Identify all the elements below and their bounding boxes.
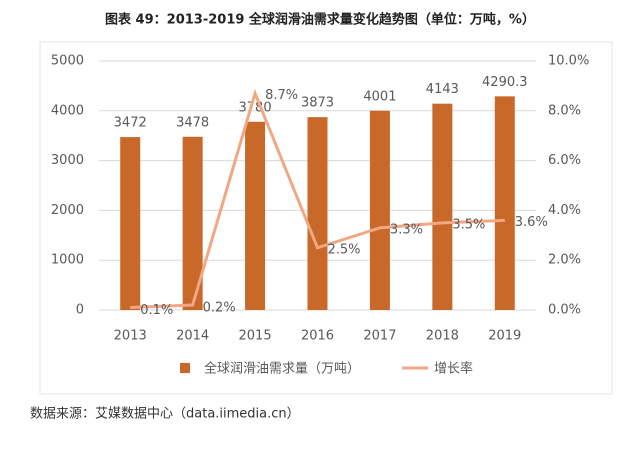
line-value-label: 3.6% bbox=[515, 215, 548, 230]
x-tick-label: 2013 bbox=[114, 329, 147, 344]
y2-tick-label: 6.0% bbox=[548, 153, 581, 168]
legend-label: 增长率 bbox=[434, 361, 473, 377]
bar bbox=[245, 121, 266, 310]
chart-title: 图表 49：2013-2019 全球润滑油需求量变化趋势图（单位：万吨，%） bbox=[105, 12, 535, 28]
y-tick-label: 4000 bbox=[51, 103, 84, 118]
legend-swatch bbox=[180, 363, 190, 373]
line-value-label: 2.5% bbox=[328, 242, 361, 257]
bar bbox=[494, 96, 515, 310]
bar bbox=[182, 136, 203, 310]
bar bbox=[120, 137, 141, 310]
bar-value-label: 3478 bbox=[176, 115, 209, 130]
bar-value-label: 3873 bbox=[301, 96, 334, 111]
legend-label: 全球润滑油需求量（万吨） bbox=[204, 361, 360, 377]
line-value-label: 3.5% bbox=[452, 217, 485, 232]
bar-value-label: 4143 bbox=[426, 82, 459, 97]
x-tick-label: 2016 bbox=[301, 329, 334, 344]
source-note: 数据来源：艾媒数据中心（data.iimedia.cn） bbox=[30, 407, 300, 422]
y-tick-label: 5000 bbox=[51, 54, 84, 69]
x-tick-label: 2017 bbox=[363, 329, 396, 344]
x-tick-label: 2014 bbox=[176, 329, 209, 344]
y-tick-label: 0 bbox=[76, 303, 84, 318]
bar-value-label: 3472 bbox=[114, 116, 147, 131]
line-value-label: 3.3% bbox=[390, 222, 423, 237]
x-tick-label: 2019 bbox=[488, 329, 521, 344]
line-value-label: 8.7% bbox=[265, 88, 298, 103]
chart-frame bbox=[39, 41, 613, 395]
line-value-label: 0.1% bbox=[140, 303, 173, 318]
growth-line bbox=[130, 88, 505, 310]
bar-value-label: 4290.3 bbox=[482, 75, 528, 90]
bar bbox=[369, 110, 390, 310]
bar-value-label: 4001 bbox=[363, 89, 396, 104]
x-tick-label: 2015 bbox=[239, 329, 272, 344]
bar bbox=[432, 103, 453, 311]
y2-tick-label: 2.0% bbox=[548, 253, 581, 268]
y-tick-label: 2000 bbox=[51, 203, 84, 218]
bar bbox=[307, 117, 328, 310]
y2-tick-label: 10.0% bbox=[548, 54, 589, 69]
x-tick-label: 2018 bbox=[426, 329, 459, 344]
y2-tick-label: 0.0% bbox=[548, 303, 581, 318]
y-tick-label: 1000 bbox=[51, 253, 84, 268]
y2-tick-label: 4.0% bbox=[548, 203, 581, 218]
y-tick-label: 3000 bbox=[51, 153, 84, 168]
y2-tick-label: 8.0% bbox=[548, 103, 581, 118]
line-value-label: 0.2% bbox=[203, 301, 236, 316]
